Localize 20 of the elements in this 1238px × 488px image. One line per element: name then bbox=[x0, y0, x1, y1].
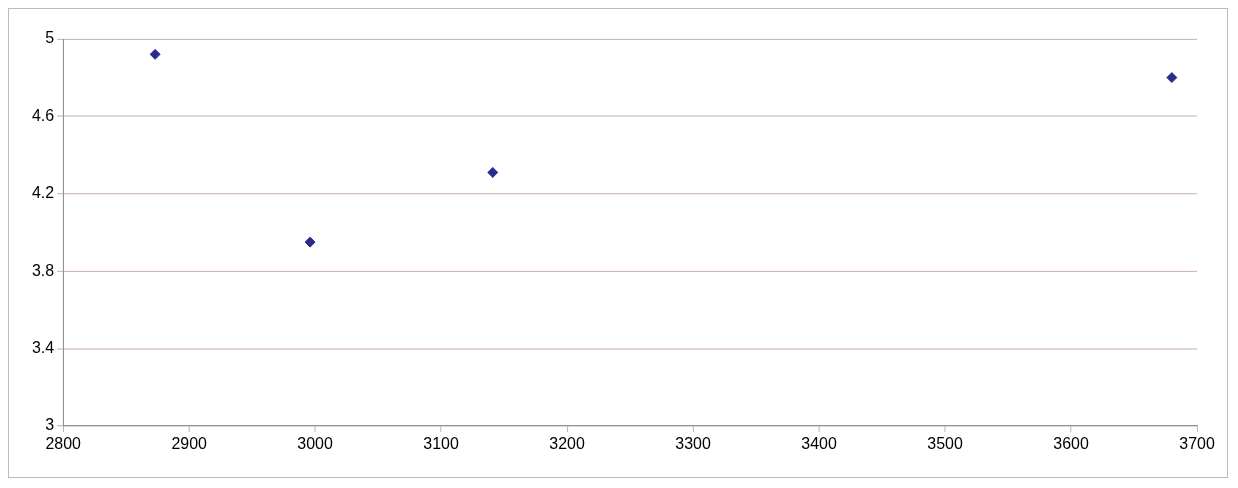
x-tick-label: 3300 bbox=[675, 434, 711, 452]
y-tick-label: 3.4 bbox=[31, 338, 55, 356]
x-tick-label: 3000 bbox=[297, 434, 334, 452]
y-tick-label: 3 bbox=[45, 416, 55, 434]
x-tick-label: 3700 bbox=[1179, 434, 1215, 452]
y-tick-label: 5 bbox=[45, 29, 55, 47]
x-tick-label: 3200 bbox=[549, 434, 585, 452]
x-tick-label: 3400 bbox=[801, 434, 837, 452]
x-tick-label: 3600 bbox=[1053, 434, 1089, 452]
x-tick-label: 3500 bbox=[927, 434, 963, 452]
y-tick-label: 3.8 bbox=[31, 261, 55, 279]
y-tick-label: 4.6 bbox=[31, 106, 55, 124]
x-tick-label: 2900 bbox=[171, 434, 208, 452]
x-tick-label: 3100 bbox=[423, 434, 459, 452]
point bbox=[487, 166, 499, 178]
point bbox=[304, 236, 316, 248]
point bbox=[149, 48, 161, 60]
x-tick-label: 2800 bbox=[45, 434, 82, 452]
y-tick-label: 4.2 bbox=[31, 184, 55, 202]
point bbox=[1166, 72, 1178, 84]
